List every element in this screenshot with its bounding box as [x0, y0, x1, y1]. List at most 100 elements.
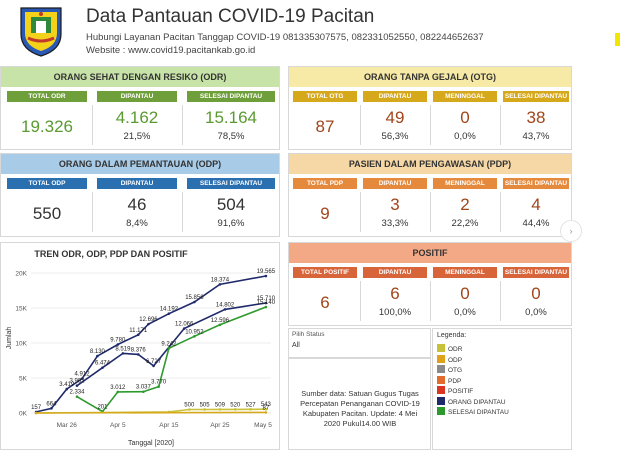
pdp-col-selesai: SELESAI DIPANTAU: [503, 178, 569, 189]
data-label: 12.596: [211, 318, 230, 324]
data-label: 8.376: [131, 347, 147, 353]
legend-swatch: [437, 407, 445, 415]
odp-total-value: 550: [32, 204, 62, 223]
legend-item-orang-dipantau: ORANG DIPANTAU: [437, 396, 506, 406]
status-filter-value[interactable]: All: [292, 342, 300, 349]
data-label: 527: [246, 402, 257, 408]
series-line-2: [76, 306, 267, 413]
data-label: 3.770: [151, 380, 167, 386]
data-point: [96, 354, 99, 358]
legend-item-otg: OTG: [437, 365, 462, 374]
data-label: 10.952: [185, 329, 204, 335]
legend-swatch: [437, 344, 445, 352]
legend-item-pdp: PDP: [437, 375, 461, 385]
data-point: [187, 408, 191, 411]
x-tick-label: Apr 5: [110, 422, 126, 429]
odr-dipantau-pct: 21,5%: [123, 131, 151, 142]
data-point: [218, 323, 222, 327]
data-point: [193, 335, 196, 338]
x-tick-label: Mar 26: [57, 422, 78, 429]
trend-chart: TREN ODR, ODP, PDP DAN POSITIF Jumlah Ta…: [6, 249, 276, 447]
data-label: 3.037: [136, 385, 152, 391]
status-filter[interactable]: Pilih Status All: [288, 328, 431, 358]
divider: [430, 105, 431, 145]
data-point: [121, 352, 125, 355]
pdp-col-total: TOTAL PDP: [293, 178, 357, 189]
data-point: [116, 343, 120, 346]
data-label: 6.474: [95, 361, 111, 367]
data-label: 3.012: [110, 385, 126, 391]
data-point: [65, 387, 69, 391]
y-tick-label: 20K: [15, 271, 27, 278]
positif-title: POSITIF: [289, 243, 571, 263]
legend-title: Legenda:: [437, 332, 467, 339]
chart-title: TREN ODR, ODP, PDP DAN POSITIF: [34, 249, 188, 259]
legend-label: ORANG DIPANTAU: [448, 398, 506, 406]
pdp-total-value: 9: [320, 204, 330, 223]
divider: [182, 192, 183, 232]
data-label: 14.192: [160, 307, 179, 313]
pdp-title: PASIEN DALAM PENGAWASAN (PDP): [289, 154, 571, 174]
otg-meninggal-pct: 0,0%: [454, 131, 476, 142]
pdp-col-dipantau: DIPANTAU: [363, 178, 427, 189]
divider: [360, 192, 361, 232]
otg-col-meninggal: MENINGGAL: [433, 91, 497, 102]
otg-meninggal-value: 0: [460, 108, 470, 127]
series-line-3: [36, 408, 266, 414]
pacitan-logo: [18, 4, 64, 58]
pdp-selesai-pct: 44,4%: [522, 218, 550, 229]
source-note: Sumber data: Satuan Gugus Tugas Percepat…: [288, 358, 431, 450]
scroll-right-button[interactable]: ›: [560, 220, 582, 242]
legend-swatch: [437, 396, 445, 405]
data-point: [75, 395, 79, 398]
divider: [430, 192, 431, 232]
y-tick-label: 0K: [19, 411, 28, 418]
divider: [92, 105, 93, 145]
data-label: 12.696: [139, 317, 158, 323]
otg-selesai-pct: 43,7%: [522, 131, 550, 142]
otg-panel: ORANG TANPA GEJALA (OTG) TOTAL OTG DIPAN…: [288, 66, 572, 150]
odr-total-value: 19.326: [21, 117, 73, 136]
data-point: [80, 377, 84, 380]
legend-swatch: [437, 386, 445, 394]
odr-title: ORANG SEHAT DENGAN RESIKO (ODR): [1, 67, 279, 87]
page-title: Data Pantauan COVID-19 Pacitan: [86, 6, 375, 27]
x-tick-label: Apr 15: [159, 422, 179, 429]
divider: [182, 105, 183, 145]
trend-chart-panel: TREN ODR, ODP, PDP DAN POSITIF Jumlah Ta…: [0, 242, 280, 450]
legend-label: ODR: [448, 346, 463, 353]
data-point: [136, 353, 140, 356]
data-label: 3.902: [69, 379, 85, 385]
data-point: [75, 384, 79, 387]
legend-label: OTG: [448, 367, 463, 374]
status-filter-label: Pilih Status: [292, 331, 325, 338]
positif-col-total: TOTAL POSITIF: [293, 267, 357, 278]
otg-col-selesai: SELESAI DIPANTAU: [503, 91, 569, 102]
otg-col-total: TOTAL OTG: [293, 91, 357, 102]
data-point: [147, 322, 150, 326]
data-label: 500: [184, 403, 195, 409]
data-point: [233, 408, 237, 411]
legend-swatch: [437, 365, 445, 373]
legend-item-odr: ODR: [437, 344, 462, 353]
x-tick-label: May 5: [254, 422, 272, 429]
data-label: 8.519: [115, 346, 131, 352]
odr-col-total: TOTAL ODR: [7, 91, 87, 102]
data-point: [264, 407, 268, 411]
data-point: [152, 364, 155, 368]
data-label: 15.140: [257, 300, 276, 306]
data-label: 543: [261, 402, 272, 408]
data-point: [193, 300, 196, 304]
odr-col-dipantau: DIPANTAU: [97, 91, 177, 102]
data-label: 664: [46, 401, 57, 407]
data-label: 6.727: [146, 359, 162, 365]
data-point: [182, 327, 186, 330]
divider: [500, 281, 501, 321]
header: Data Pantauan COVID-19 Pacitan Hubungi L…: [0, 0, 622, 64]
odp-col-selesai: SELESAI DIPANTAU: [187, 178, 275, 189]
data-point: [142, 390, 145, 394]
odp-selesai-value: 504: [216, 195, 246, 214]
divider: [92, 192, 93, 232]
data-point: [218, 283, 222, 286]
website-text: Website : www.covid19.pacitankab.go.id: [86, 45, 256, 56]
